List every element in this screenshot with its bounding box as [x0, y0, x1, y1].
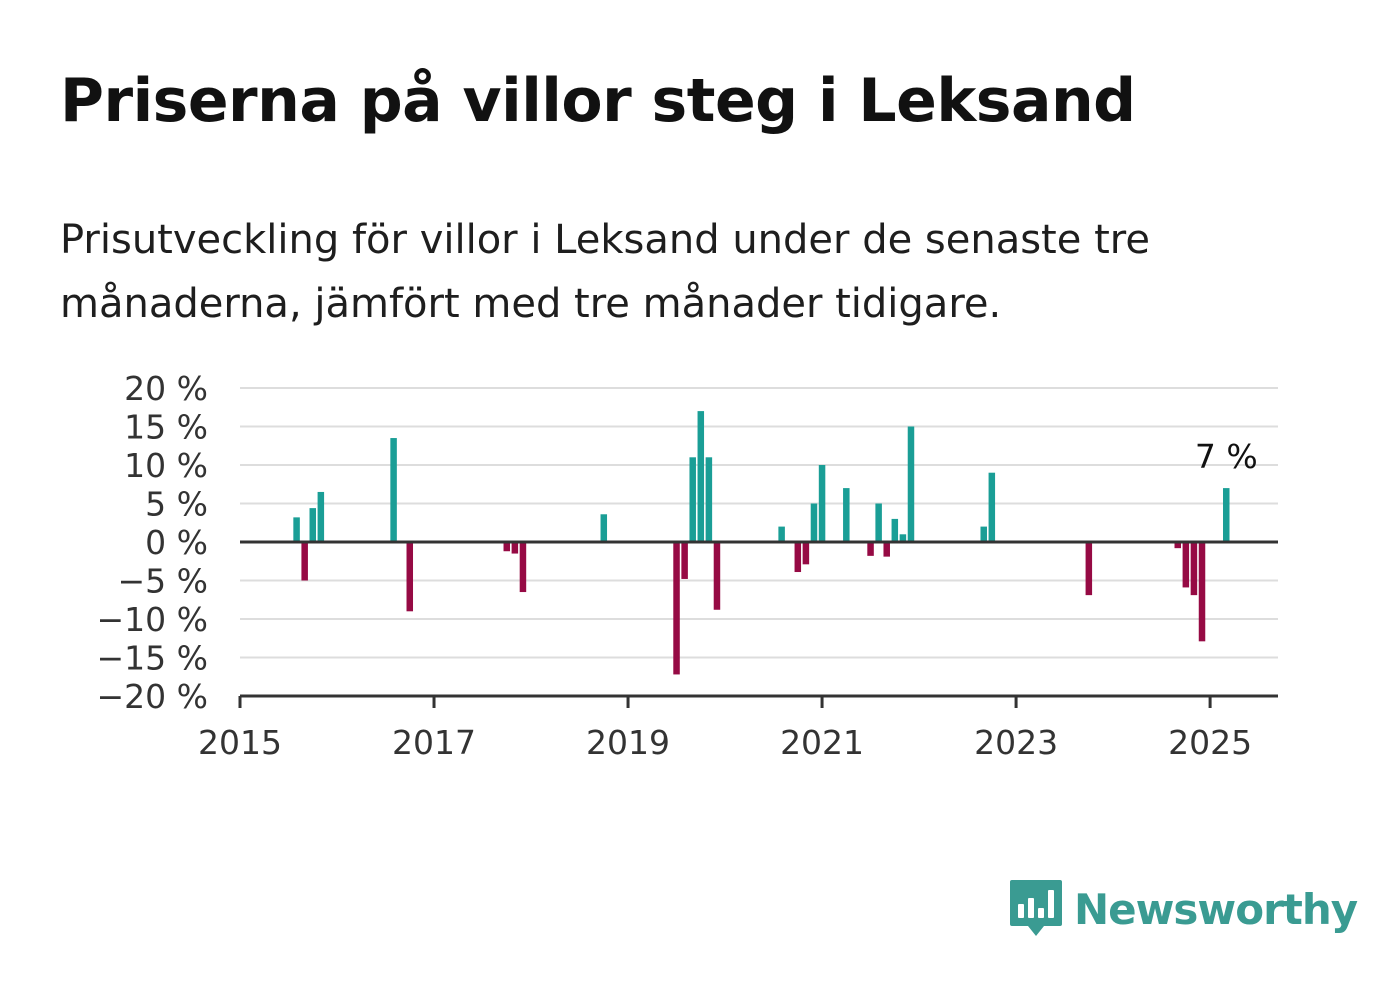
y-tick-label: −10 % — [97, 600, 209, 639]
bar — [802, 542, 810, 565]
bar — [1223, 488, 1230, 542]
x-tick-label: 2021 — [780, 723, 864, 762]
y-tick-label: −5 % — [118, 562, 209, 601]
y-tick-label: 10 % — [124, 446, 208, 485]
bar — [980, 526, 987, 542]
bar — [1085, 542, 1093, 596]
bar — [810, 503, 818, 542]
bar — [673, 542, 680, 675]
bar — [1174, 542, 1182, 549]
last-value-annotation: 7 % — [1195, 437, 1258, 476]
x-tick-label: 2025 — [1168, 723, 1252, 762]
newsworthy-logo: Newsworthy — [1008, 878, 1358, 940]
bar — [875, 503, 882, 542]
bar — [891, 518, 899, 542]
x-tick-label: 2023 — [974, 723, 1058, 762]
x-tick-label: 2017 — [392, 723, 476, 762]
chart-subtitle: Prisutveckling för villor i Leksand unde… — [60, 217, 1150, 327]
bar — [317, 491, 325, 542]
bar — [390, 438, 397, 542]
brand-name: Newsworthy — [1074, 884, 1358, 934]
bar — [867, 542, 874, 556]
chart-title: Priserna på villor steg i Leksand — [60, 66, 1136, 136]
bar — [843, 488, 850, 542]
bar — [301, 542, 308, 581]
bar — [519, 542, 527, 593]
y-tick-label: 15 % — [124, 408, 208, 447]
x-tick-label: 2015 — [198, 723, 282, 762]
bar — [1182, 542, 1190, 588]
bar — [778, 526, 785, 542]
bar — [293, 517, 300, 542]
bar — [681, 542, 688, 579]
bar — [309, 508, 317, 542]
y-tick-label: 20 % — [124, 369, 208, 408]
bar — [697, 411, 705, 542]
bar — [899, 534, 907, 542]
bar — [818, 465, 826, 542]
bar — [883, 542, 890, 557]
bar — [689, 457, 696, 542]
bar — [907, 426, 915, 542]
bars — [293, 411, 1230, 675]
bar-chart-speech-bubble-icon — [1010, 880, 1062, 936]
bar — [511, 542, 519, 554]
bar — [406, 542, 414, 612]
bar — [600, 514, 608, 542]
bar — [503, 542, 511, 552]
y-tick-label: −15 % — [97, 639, 209, 678]
bar — [1190, 542, 1198, 596]
bar — [705, 457, 713, 542]
x-tick-label: 2019 — [586, 723, 670, 762]
y-axis-tick-labels: 20 %15 %10 %5 %0 %−5 %−10 %−15 %−20 % — [97, 369, 209, 716]
y-tick-label: 5 % — [145, 485, 208, 524]
bar — [794, 542, 802, 573]
bar — [1198, 542, 1206, 642]
y-tick-label: −20 % — [97, 677, 209, 716]
bar — [988, 472, 996, 542]
y-tick-label: 0 % — [145, 523, 208, 562]
x-axis: 2015 2017 2019 2021 2023 2025 — [198, 694, 1278, 762]
bar — [713, 542, 721, 610]
